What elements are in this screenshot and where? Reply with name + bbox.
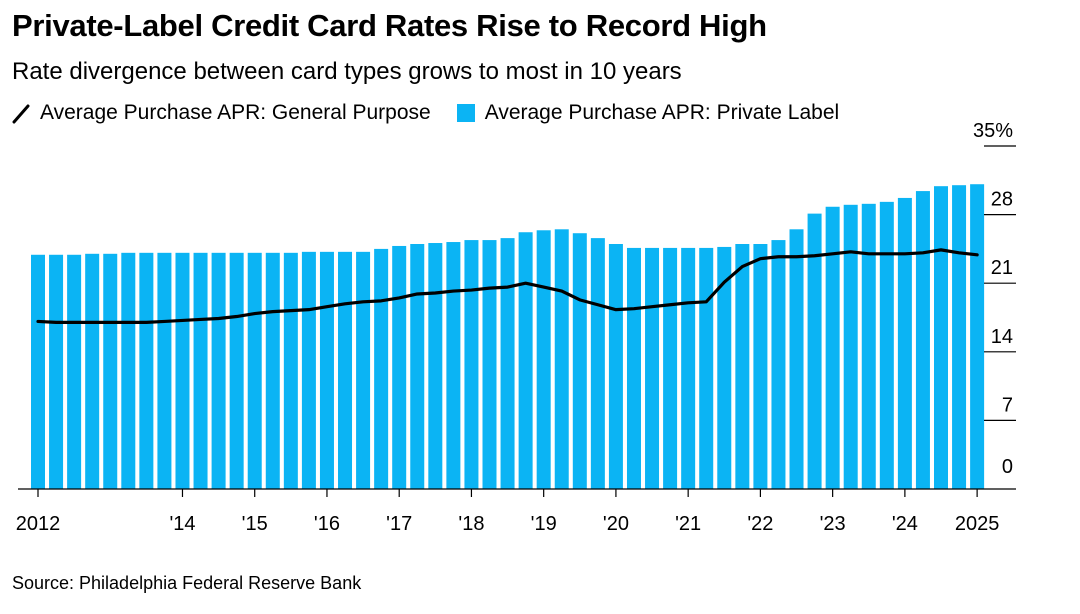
bar	[843, 204, 858, 490]
legend-bar-swatch	[456, 104, 475, 122]
bar	[681, 247, 696, 489]
bar	[410, 244, 425, 489]
bar	[356, 251, 371, 489]
bar	[265, 252, 280, 489]
y-tick-label: 7	[1002, 394, 1013, 416]
bar	[103, 253, 118, 489]
legend-line-swatch	[12, 104, 30, 124]
bar	[392, 245, 407, 489]
x-tick-label: '14	[169, 513, 195, 535]
bar	[211, 252, 226, 489]
chart-subtitle: Rate divergence between card types grows…	[12, 58, 682, 85]
legend: Average Purchase APR: General Purpose Av…	[12, 100, 865, 126]
x-tick-label: '17	[386, 513, 412, 535]
bar	[626, 247, 641, 489]
bar	[374, 248, 389, 489]
bar	[31, 254, 45, 489]
bar	[482, 240, 497, 489]
bar	[807, 213, 822, 489]
bar	[193, 252, 208, 489]
bar	[229, 252, 244, 489]
bar	[121, 252, 136, 489]
bar	[139, 252, 154, 489]
x-tick-label: '20	[603, 513, 629, 535]
chart-title: Private-Label Credit Card Rates Rise to …	[12, 8, 767, 43]
bar	[572, 233, 587, 489]
legend-item-private-label: Average Purchase APR: Private Label	[456, 101, 840, 125]
bar	[663, 247, 678, 489]
bar	[590, 238, 605, 489]
x-tick-label: 2012	[16, 513, 61, 535]
bar	[247, 252, 262, 489]
bar	[518, 232, 533, 490]
legend-label-private-label: Average Purchase APR: Private Label	[484, 101, 840, 124]
bar	[825, 206, 840, 489]
bar	[952, 185, 967, 489]
bar	[175, 252, 190, 489]
bar	[338, 251, 353, 489]
x-tick-label: '24	[892, 513, 918, 535]
y-tick-label: 0	[1002, 456, 1013, 478]
y-tick-label: 35%	[973, 120, 1013, 142]
x-tick-label: '18	[458, 513, 484, 535]
series-line-general-purpose	[36, 248, 979, 324]
bar	[879, 201, 894, 490]
x-tick-label: '16	[314, 513, 340, 535]
y-tick-label: 14	[991, 326, 1013, 348]
y-tick-label: 21	[991, 257, 1013, 279]
bar	[157, 252, 172, 489]
bar	[319, 251, 334, 489]
bar	[934, 186, 948, 489]
bar	[283, 252, 298, 489]
bar	[861, 203, 876, 489]
bar	[85, 253, 100, 489]
bar	[897, 197, 912, 489]
bar	[536, 230, 551, 489]
x-tick-label: '19	[531, 513, 557, 535]
bar	[446, 242, 461, 489]
legend-item-general-purpose: Average Purchase APR: General Purpose	[12, 101, 431, 125]
bar	[699, 247, 714, 489]
x-tick-label: 2025	[955, 513, 1000, 535]
bar	[753, 244, 768, 489]
bar	[608, 244, 623, 489]
bar	[554, 229, 569, 490]
source-note: Source: Philadelphia Federal Reserve Ban…	[12, 573, 362, 593]
bar	[428, 243, 443, 489]
y-tick-label: 28	[991, 189, 1013, 211]
bar	[915, 191, 930, 489]
legend-label-general-purpose: Average Purchase APR: General Purpose	[40, 101, 431, 124]
bar	[464, 240, 479, 489]
bar	[500, 238, 515, 489]
x-tick-label: '23	[820, 513, 846, 535]
bar	[49, 254, 64, 489]
x-tick-label: '22	[747, 513, 773, 535]
bar	[717, 246, 732, 489]
bar	[301, 251, 316, 489]
bar	[789, 229, 804, 490]
x-tick-label: '21	[675, 513, 701, 535]
bar	[970, 184, 985, 489]
x-tick-label: '15	[242, 513, 268, 535]
bar	[645, 247, 660, 489]
bar	[735, 244, 750, 489]
bar	[771, 240, 786, 489]
bar	[67, 254, 82, 489]
